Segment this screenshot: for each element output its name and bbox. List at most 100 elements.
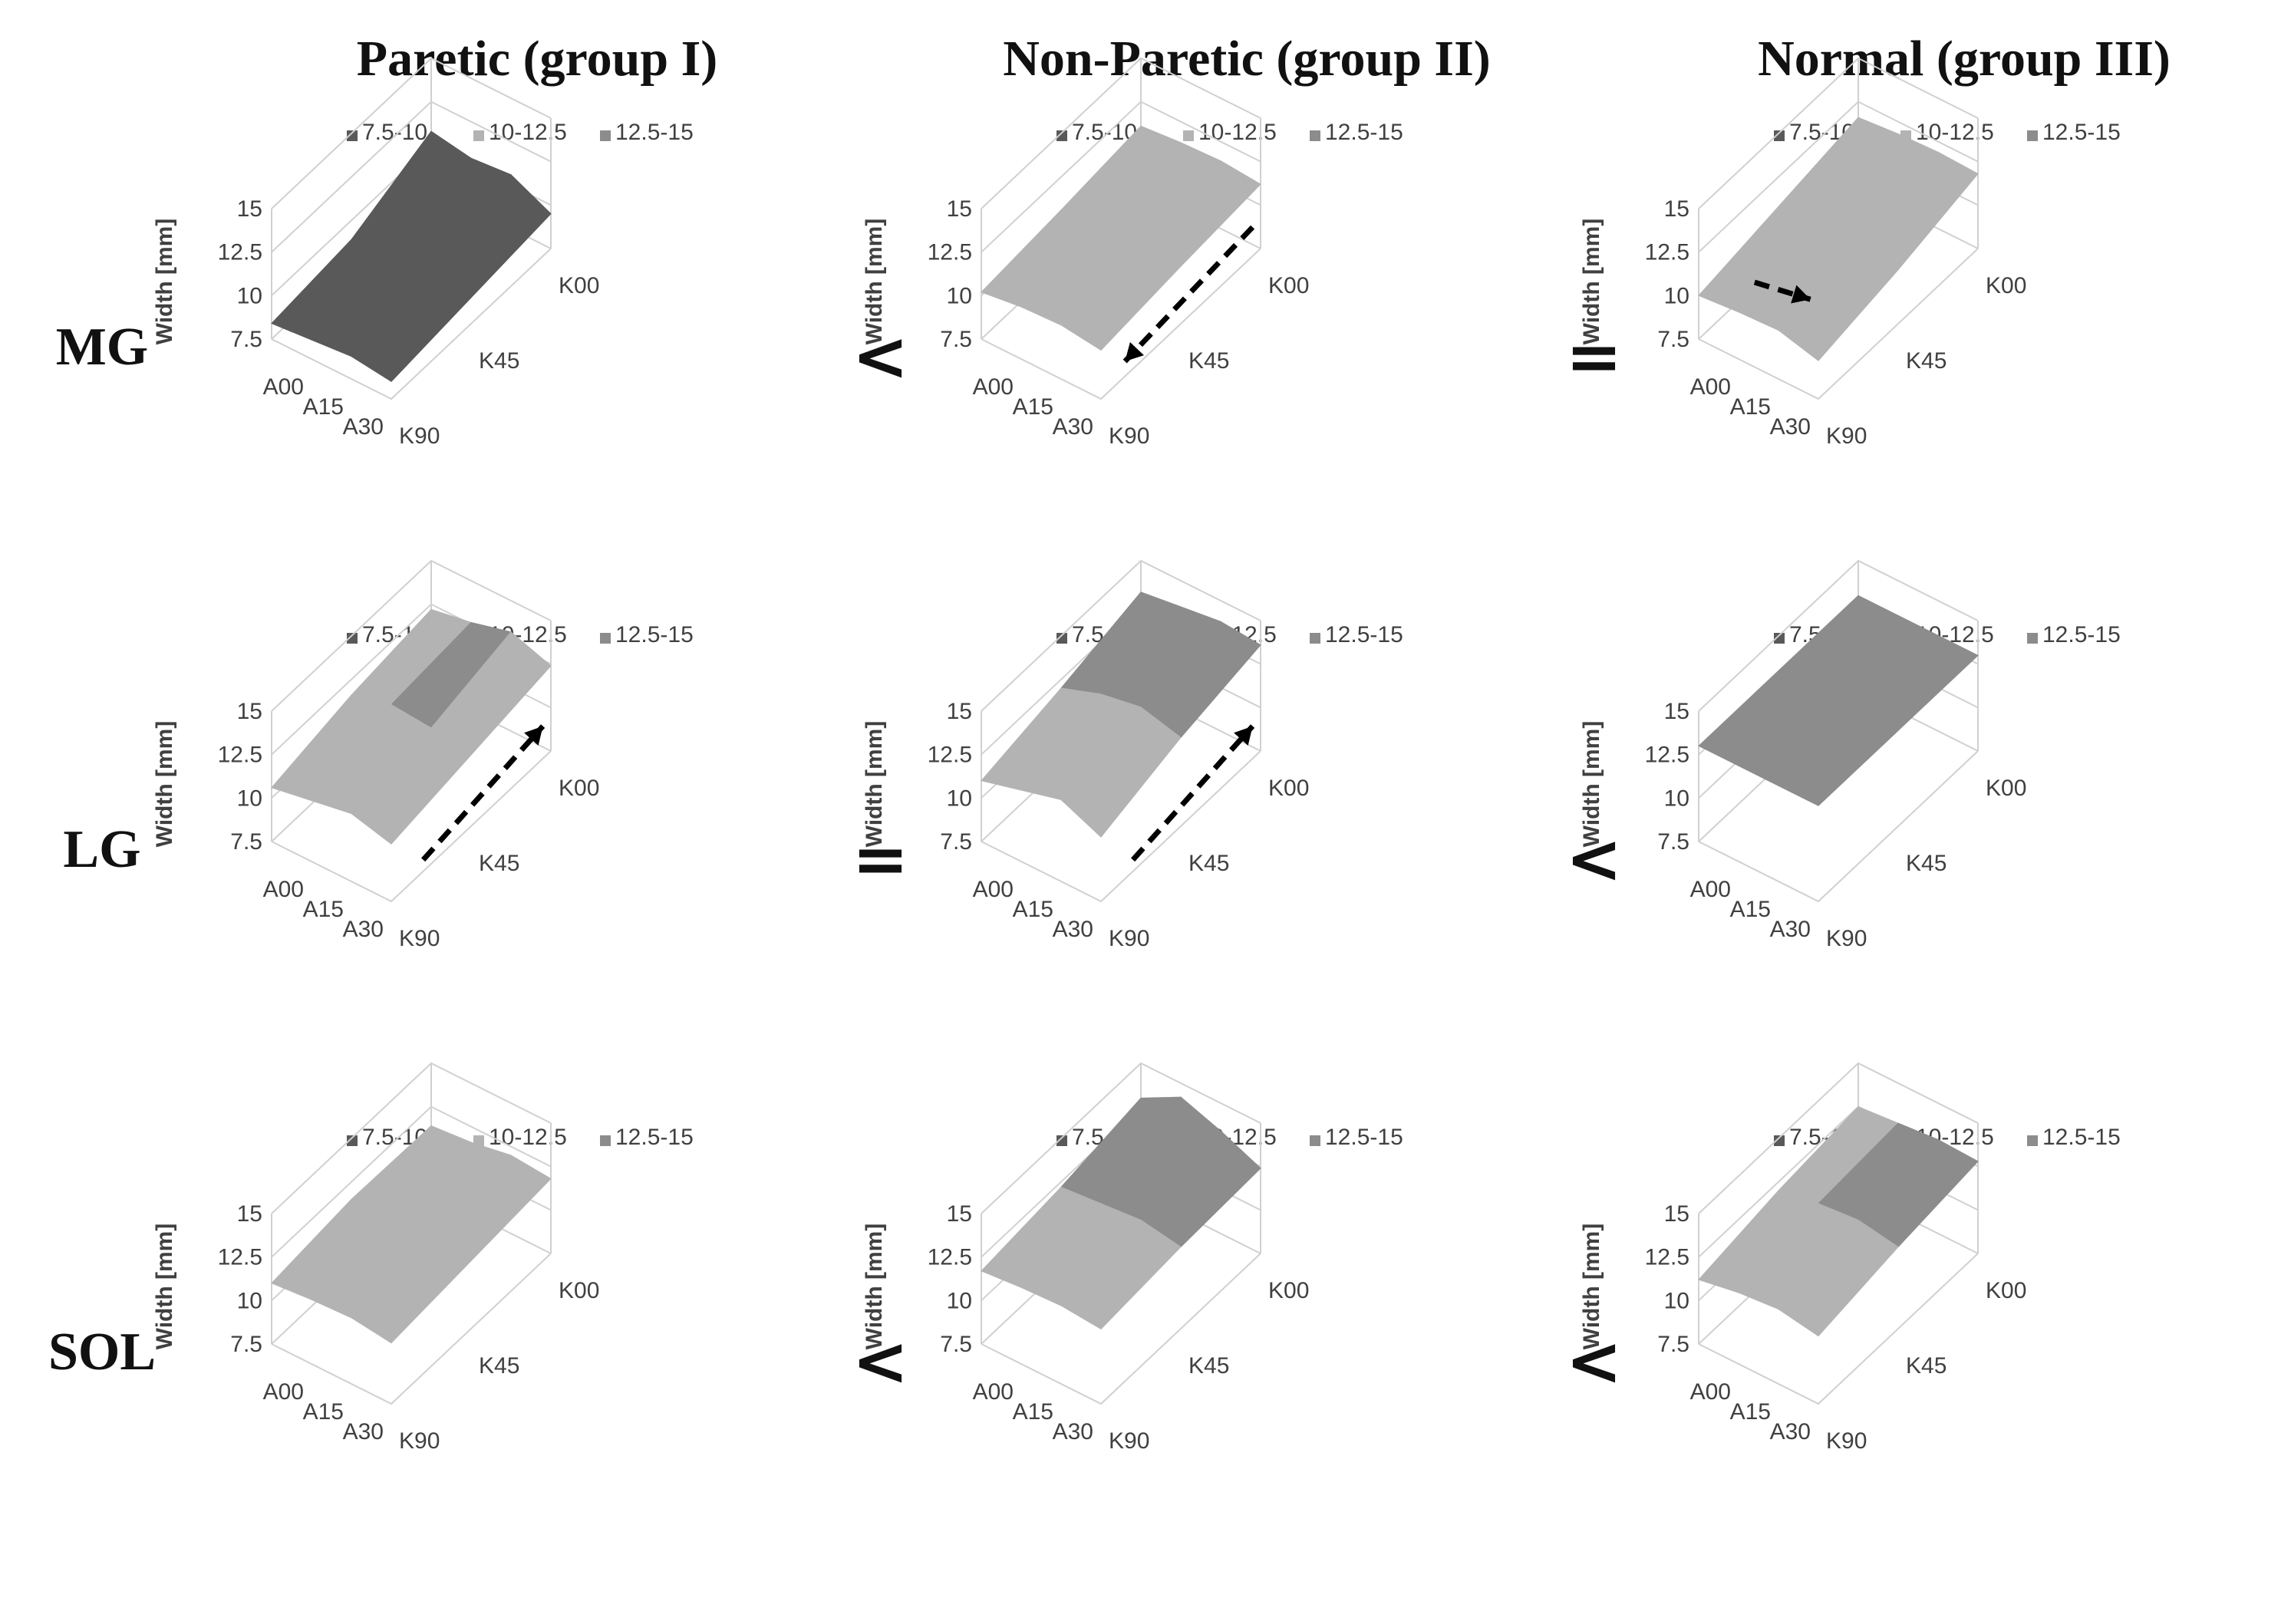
z-tick-label: 7.5 [940, 829, 972, 855]
comparison-symbol: < [1566, 819, 1623, 898]
legend-swatch [600, 1135, 611, 1146]
z-tick-label: 12.5 [1645, 240, 1689, 265]
y-axis-label: Width [mm] [1579, 1224, 1604, 1350]
knee-tick-label: K45 [479, 851, 519, 876]
z-tick-label: 7.5 [1657, 829, 1689, 855]
legend-label: 10-12.5 [1198, 120, 1277, 145]
legend-label: 12.5-15 [615, 622, 694, 647]
z-tick-label: 12.5 [218, 1245, 262, 1270]
legend-swatch [1774, 1135, 1785, 1146]
z-tick-label: 10 [1664, 1288, 1689, 1313]
z-tick-label: 12.5 [928, 743, 972, 768]
floor-axis [271, 248, 552, 400]
floor-axis [981, 1253, 1261, 1405]
knee-tick-label: K45 [1188, 348, 1229, 374]
ankle-tick-label: A30 [343, 414, 384, 440]
knee-tick-label: K45 [479, 348, 519, 374]
legend-label: 7.5-10 [1072, 120, 1137, 145]
trend-arrow-shaft [420, 724, 546, 862]
ankle-tick-label: A00 [1690, 877, 1731, 902]
comparison-symbol: < [852, 317, 909, 396]
z-tick-label: 12.5 [218, 240, 262, 265]
ankle-tick-label: A15 [1730, 394, 1771, 420]
z-tick-label: 15 [947, 196, 972, 222]
legend-swatch [347, 130, 358, 141]
z-tick-label: 15 [1664, 699, 1689, 724]
knee-tick-label: K90 [1826, 423, 1867, 449]
row-label: LG [63, 820, 140, 879]
z-tick-label: 7.5 [940, 327, 972, 352]
legend-label: 12.5-15 [615, 120, 694, 145]
trend-arrow-head [524, 726, 543, 746]
z-tick-label: 7.5 [230, 327, 262, 352]
ankle-tick-label: A30 [343, 917, 384, 942]
ankle-tick-label: A30 [1770, 414, 1811, 440]
z-tick-label: 15 [237, 699, 262, 724]
ankle-tick-label: A00 [973, 877, 1014, 902]
knee-tick-label: K45 [1906, 851, 1947, 876]
legend-swatch [347, 1135, 358, 1146]
legend-label: 12.5-15 [1325, 120, 1403, 145]
comparison-symbol: = [852, 819, 909, 898]
surface-patch [351, 727, 472, 845]
legend-label: 12.5-15 [2042, 120, 2121, 145]
legend-label: 12.5-15 [2042, 1125, 2121, 1150]
legend-label: 12.5-15 [2042, 622, 2121, 647]
knee-tick-label: K90 [399, 926, 440, 951]
surface-patch [1778, 1219, 1899, 1337]
z-tick-label: 10 [1664, 786, 1689, 811]
z-tick-label: 15 [1664, 196, 1689, 222]
ankle-tick-label: A00 [973, 1379, 1014, 1405]
knee-tick-label: K00 [1268, 1278, 1309, 1303]
trend-arrow-head [1234, 726, 1253, 746]
ankle-tick-label: A15 [303, 1399, 344, 1425]
ankle-tick-label: A15 [1013, 1399, 1053, 1425]
legend-swatch [1183, 130, 1194, 141]
y-axis-label: Width [mm] [152, 219, 177, 345]
surface-patch [1060, 707, 1182, 838]
trend-arrow-head [1791, 285, 1811, 304]
knee-tick-label: K90 [399, 423, 440, 449]
floor-axis [981, 248, 1261, 400]
ankle-tick-label: A15 [1013, 394, 1053, 420]
legend-swatch [2027, 130, 2038, 141]
ankle-tick-label: A30 [1053, 917, 1093, 942]
ankle-tick-label: A30 [1770, 1419, 1811, 1444]
z-tick-label: 15 [237, 196, 262, 222]
knee-tick-label: K45 [1188, 1353, 1229, 1379]
z-tick-label: 10 [237, 283, 262, 308]
y-axis-label: Width [mm] [862, 721, 887, 848]
knee-tick-label: K00 [1986, 273, 2026, 298]
y-axis-label: Width [mm] [1579, 721, 1604, 848]
z-tick-label: 10 [1664, 283, 1689, 308]
comparison-symbol: < [1566, 1322, 1623, 1401]
surface-patch [351, 272, 472, 382]
legend-swatch [2027, 1135, 2038, 1146]
row-label: SOL [48, 1323, 156, 1382]
knee-tick-label: K00 [1268, 776, 1309, 801]
legend-swatch [1056, 633, 1067, 644]
knee-tick-label: K00 [1986, 1278, 2026, 1303]
z-tick-label: 12.5 [218, 743, 262, 768]
knee-tick-label: K90 [1826, 1428, 1867, 1454]
ankle-tick-label: A15 [303, 394, 344, 420]
floor-axis [981, 750, 1261, 903]
z-tick-label: 12.5 [1645, 1245, 1689, 1270]
ankle-tick-label: A00 [263, 877, 304, 902]
ankle-tick-label: A00 [263, 374, 304, 400]
legend-swatch [1310, 633, 1320, 644]
comparison-symbol: = [1566, 317, 1623, 396]
surface-patch [1060, 242, 1182, 351]
floor-axis [1698, 750, 1979, 903]
y-axis-label: Width [mm] [1579, 219, 1604, 345]
ankle-tick-label: A30 [1770, 917, 1811, 942]
y-axis-label: Width [mm] [862, 219, 887, 345]
z-tick-label: 7.5 [230, 829, 262, 855]
legend-label: 10-12.5 [1916, 120, 1994, 145]
